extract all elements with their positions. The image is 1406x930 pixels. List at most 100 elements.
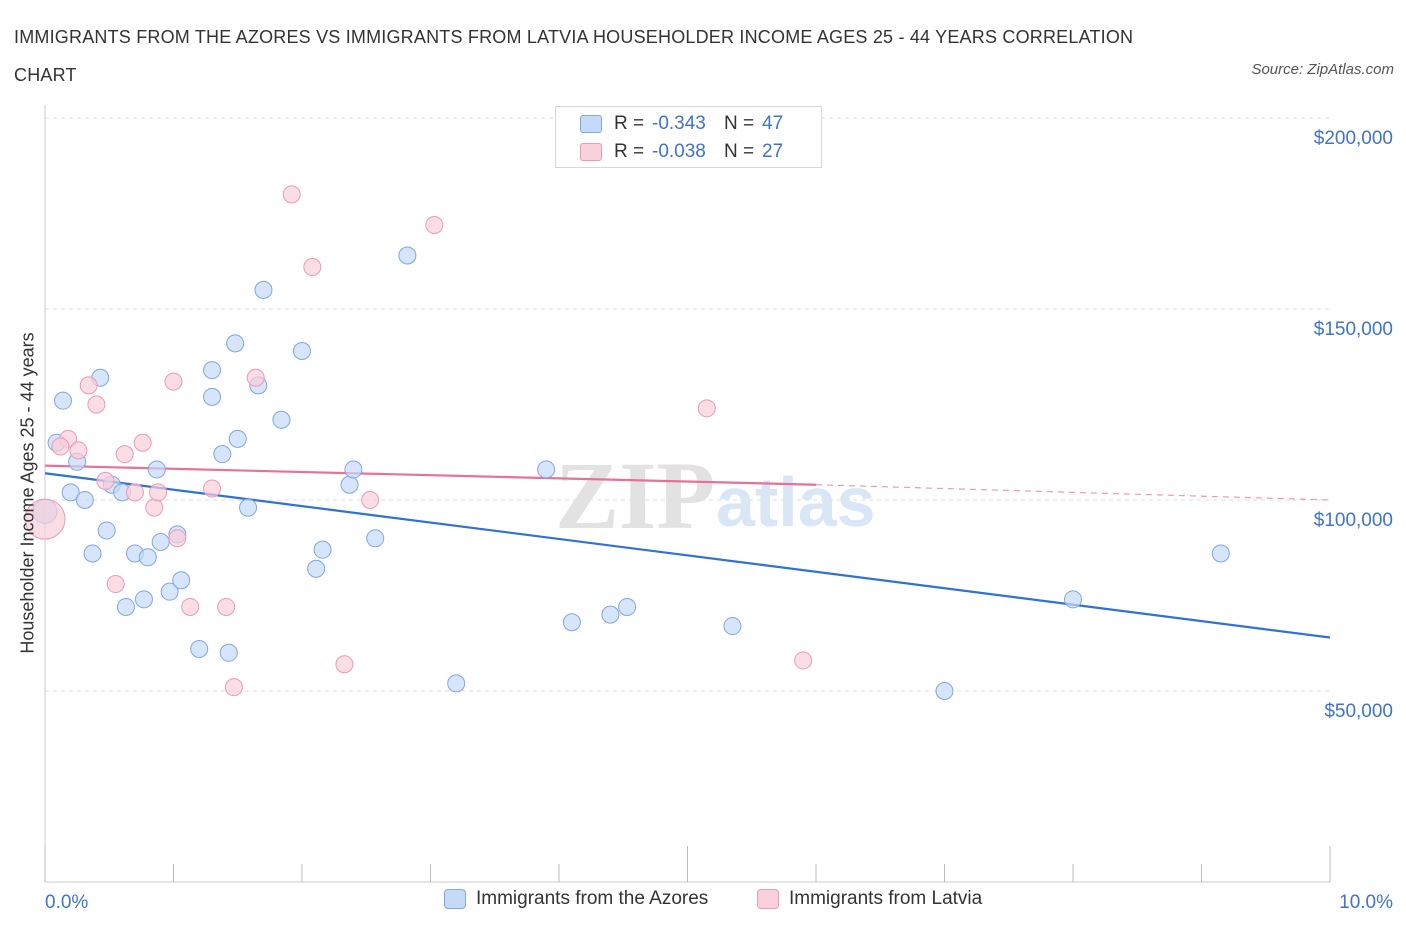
point-azores xyxy=(83,544,102,563)
y-tick-label: $50,000 xyxy=(1324,701,1393,722)
point-azores xyxy=(97,521,116,540)
point-azores xyxy=(203,361,222,380)
point-latvia xyxy=(246,368,265,387)
point-azores xyxy=(203,387,222,406)
point-azores xyxy=(147,460,166,479)
point-azores xyxy=(340,475,359,494)
trend-lines xyxy=(44,464,1331,639)
y-axis-title: Householder Income Ages 25 - 44 years xyxy=(17,332,38,654)
point-latvia xyxy=(203,479,222,498)
grid-lines xyxy=(45,117,1330,692)
axes xyxy=(44,105,1331,883)
watermark-zip: ZIP xyxy=(555,442,715,549)
point-azores xyxy=(226,334,245,353)
y-tick-label: $100,000 xyxy=(1314,510,1393,531)
n-value: 27 xyxy=(762,141,784,162)
trendline-latvia xyxy=(44,464,817,486)
point-azores xyxy=(75,491,94,509)
data-points xyxy=(24,185,1230,700)
point-azores xyxy=(344,460,363,479)
legend-label-azores: Immigrants from the Azores xyxy=(476,888,709,909)
point-latvia xyxy=(125,483,144,502)
latvia-legend-swatch xyxy=(757,889,779,909)
point-azores xyxy=(272,410,291,429)
point-latvia xyxy=(335,655,354,674)
point-latvia xyxy=(181,597,200,616)
point-azores xyxy=(313,540,332,559)
point-azores xyxy=(213,445,232,464)
n-value: 47 xyxy=(762,113,784,134)
point-azores xyxy=(1211,544,1230,563)
point-azores xyxy=(1064,590,1082,609)
point-latvia xyxy=(361,491,380,509)
watermark: ZIP atlas xyxy=(555,442,876,549)
stats-box: R = -0.343 N = 47 R = -0.038 N = 27 xyxy=(555,106,822,168)
point-azores xyxy=(398,246,417,265)
point-azores xyxy=(618,597,637,616)
point-azores xyxy=(134,590,153,609)
point-latvia xyxy=(87,395,106,414)
y-tick-label: $200,000 xyxy=(1314,128,1393,149)
point-latvia xyxy=(106,575,125,594)
point-latvia xyxy=(24,498,66,540)
point-azores xyxy=(116,597,135,616)
point-latvia xyxy=(133,433,152,452)
point-azores xyxy=(138,548,157,567)
point-azores xyxy=(366,529,385,548)
point-latvia xyxy=(164,372,183,391)
point-azores xyxy=(601,605,620,624)
chart-legend: Immigrants from the Azores Immigrants fr… xyxy=(0,888,1406,916)
point-azores xyxy=(562,613,581,632)
source-label: Source: ZipAtlas.com xyxy=(1251,61,1394,78)
x-tick-label: 0.0% xyxy=(45,892,88,913)
stats-row-latvia: R = -0.038 N = 27 xyxy=(580,139,783,165)
point-azores xyxy=(723,617,742,636)
azores-swatch xyxy=(580,115,602,133)
x-tick-label: 10.0% xyxy=(1339,892,1393,913)
trendline-azores xyxy=(44,472,1331,639)
point-latvia xyxy=(149,483,168,502)
point-latvia xyxy=(425,215,444,234)
legend-item-latvia[interactable]: Immigrants from Latvia xyxy=(757,888,982,910)
point-latvia xyxy=(282,185,301,204)
n-label: N = xyxy=(724,141,755,162)
point-latvia xyxy=(79,376,98,395)
azores-legend-swatch xyxy=(444,889,466,909)
point-latvia xyxy=(224,678,243,697)
tick-labels: $50,000 $100,000 $150,000 $200,000 0.0% 10.0% xyxy=(45,128,1393,913)
point-azores xyxy=(219,643,238,662)
y-tick-label: $150,000 xyxy=(1314,319,1393,340)
r-label: R = xyxy=(614,113,645,134)
point-latvia xyxy=(217,597,236,616)
point-azores xyxy=(239,498,258,517)
point-latvia xyxy=(96,471,115,490)
point-latvia xyxy=(145,498,164,517)
point-latvia xyxy=(168,529,187,548)
r-label: R = xyxy=(614,141,645,162)
legend-item-azores[interactable]: Immigrants from the Azores xyxy=(444,888,708,910)
point-latvia xyxy=(303,257,322,276)
point-latvia xyxy=(69,441,88,460)
point-azores xyxy=(254,280,273,299)
point-azores xyxy=(447,674,466,693)
point-azores xyxy=(293,342,311,361)
trendline-latvia-extension xyxy=(815,484,1331,501)
r-value: -0.343 xyxy=(652,113,706,134)
r-value: -0.038 xyxy=(652,141,706,162)
stats-row-azores: R = -0.343 N = 47 xyxy=(580,111,783,137)
n-label: N = xyxy=(724,113,755,134)
watermark-atlas: atlas xyxy=(716,463,876,541)
point-azores xyxy=(537,460,556,479)
legend-label-latvia: Immigrants from Latvia xyxy=(789,888,983,909)
point-latvia xyxy=(51,437,70,456)
point-azores xyxy=(61,483,80,502)
point-latvia xyxy=(697,399,716,418)
point-azores xyxy=(172,571,191,590)
chart-title: IMMIGRANTS FROM THE AZORES VS IMMIGRANTS… xyxy=(14,27,1134,85)
point-azores xyxy=(151,533,170,552)
point-latvia xyxy=(115,445,134,464)
point-azores xyxy=(190,639,209,658)
point-latvia xyxy=(794,651,813,670)
latvia-swatch xyxy=(580,143,602,161)
